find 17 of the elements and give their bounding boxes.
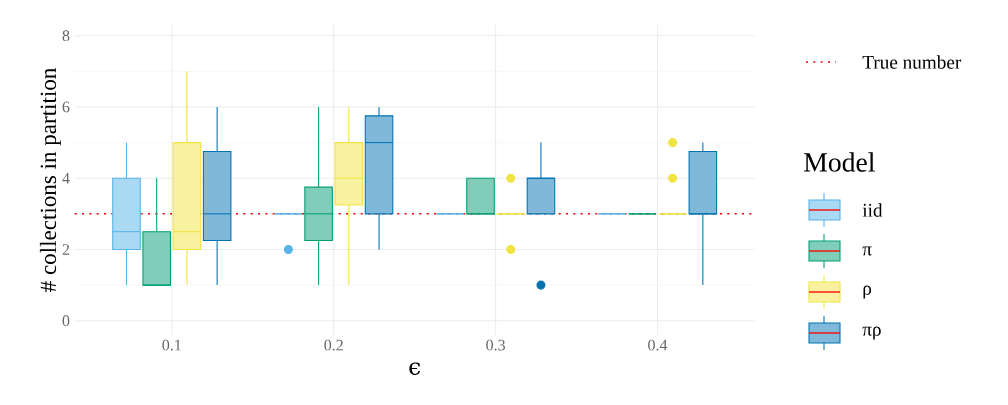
- y-tick-label: 2: [62, 244, 70, 255]
- legend-label: ρ: [863, 285, 872, 299]
- legend-label: iid: [862, 203, 883, 217]
- y-axis-title: # collections in partition: [39, 68, 61, 292]
- x-axis-title: ϵ: [409, 362, 421, 376]
- legend-title: Model: [804, 152, 875, 172]
- legend-label: π: [862, 246, 872, 256]
- x-tick-label: 0.1: [162, 339, 181, 351]
- y-tick-label: 4: [62, 172, 70, 184]
- x-tick-label: 0.4: [648, 339, 668, 351]
- y-tick-label: 0: [62, 315, 70, 327]
- y-tick-label: 8: [62, 30, 70, 42]
- legend-label: πρ: [862, 326, 881, 340]
- x-tick-label: 0.3: [486, 339, 505, 351]
- y-tick-label: 6: [62, 101, 70, 113]
- legend-label: True number: [862, 55, 962, 69]
- x-tick-label: 0.2: [324, 339, 343, 351]
